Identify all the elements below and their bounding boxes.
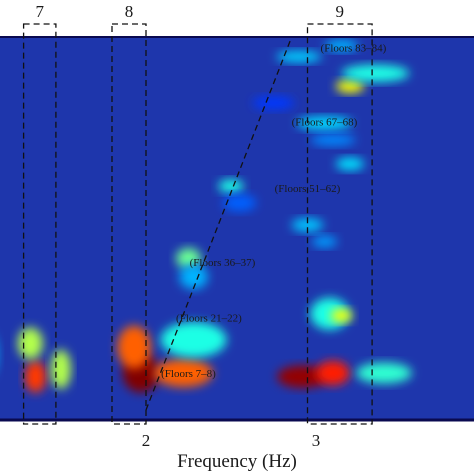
- band-label: (Floors 36–37): [190, 257, 256, 269]
- plot-background-shade: [0, 37, 474, 420]
- x-axis-title: Frequency (Hz): [177, 451, 297, 472]
- heat-blob: [330, 308, 353, 323]
- heat-blob: [276, 50, 322, 63]
- heat-blob: [277, 365, 328, 389]
- heat-blob: [312, 235, 337, 248]
- x-tick-label: 2: [142, 431, 151, 450]
- heat-blob: [252, 96, 295, 110]
- plot-background: [0, 37, 474, 420]
- heat-blob: [153, 358, 213, 388]
- heat-blob: [291, 218, 324, 232]
- heat-blob: [222, 194, 257, 212]
- heat-blob: [51, 349, 71, 389]
- heat-blob: [117, 325, 151, 369]
- band-label: (Floors 7–8): [161, 368, 216, 380]
- heat-blob: [24, 360, 47, 393]
- heat-blob: [356, 362, 412, 384]
- highlight-box-layer: 7 8 9: [22, 2, 373, 425]
- highlight-box-label: 9: [336, 2, 345, 21]
- heat-blob: [160, 321, 227, 358]
- heat-blob: [324, 39, 359, 52]
- highlight-box: [306, 23, 373, 425]
- band-label: (Floors 83–84): [321, 42, 387, 54]
- heat-blob: [310, 134, 356, 146]
- heat-blob: [296, 116, 353, 130]
- heat-blob: [17, 327, 43, 360]
- x-tick-label: 3: [312, 431, 321, 450]
- heat-blob: [179, 264, 208, 290]
- band-label-layer: (Floors 83–84) (Floors 67–68) (Floors 51–6…: [161, 42, 386, 380]
- heat-blob: [335, 157, 365, 171]
- band-label: (Floors 21–22): [176, 313, 242, 325]
- heat-blob: [176, 247, 201, 269]
- band-label: (Floors 67–68): [292, 116, 358, 128]
- heat-blob: [335, 79, 365, 93]
- heat-blob: [218, 179, 244, 193]
- heat-blob: [341, 64, 410, 82]
- highlight-box: [22, 23, 57, 425]
- trend-line: [145, 39, 292, 411]
- highlight-box-label: 8: [125, 2, 134, 21]
- highlight-box: [111, 23, 147, 425]
- band-label: (Floors 51–62): [275, 183, 341, 195]
- highlight-box-label: 7: [36, 2, 45, 21]
- heat-blob: [316, 360, 350, 386]
